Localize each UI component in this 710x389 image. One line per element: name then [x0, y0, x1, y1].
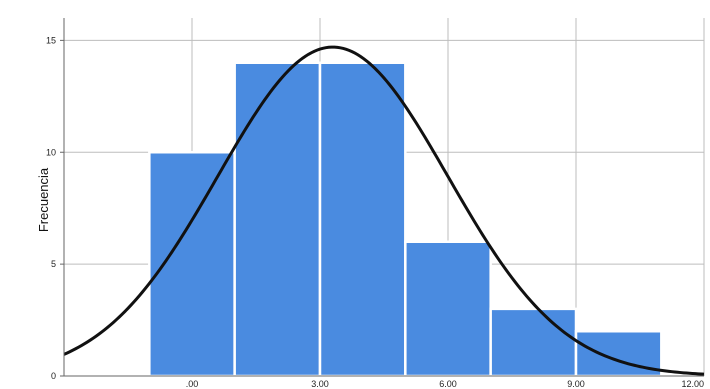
x-tick-label-2: 6.00 [439, 379, 457, 389]
histogram-bars [148, 61, 663, 378]
normal-curve-layer [63, 45, 705, 376]
normal-curve [63, 45, 705, 376]
x-tick-label-0: .00 [186, 379, 199, 389]
y-tick-label-2: 10 [46, 147, 56, 157]
y-tick-label-1: 5 [51, 259, 56, 269]
y-axis-title: Frecuencia [36, 167, 51, 232]
histogram-bar-4 [489, 307, 578, 378]
histogram-bar-2 [318, 61, 407, 378]
y-tick-label-3: 15 [46, 35, 56, 45]
tick-labels: 0 5 10 15 .00 3.00 6.00 9.00 12.00 [46, 35, 704, 389]
x-tick-label-4: 12.00 [681, 379, 704, 389]
x-tick-label-1: 3.00 [311, 379, 329, 389]
x-tick-label-3: 9.00 [567, 379, 585, 389]
histogram-bar-3 [404, 240, 492, 378]
axes [60, 18, 704, 377]
histogram-bar-1 [233, 61, 322, 378]
y-tick-label-0: 0 [51, 371, 56, 381]
